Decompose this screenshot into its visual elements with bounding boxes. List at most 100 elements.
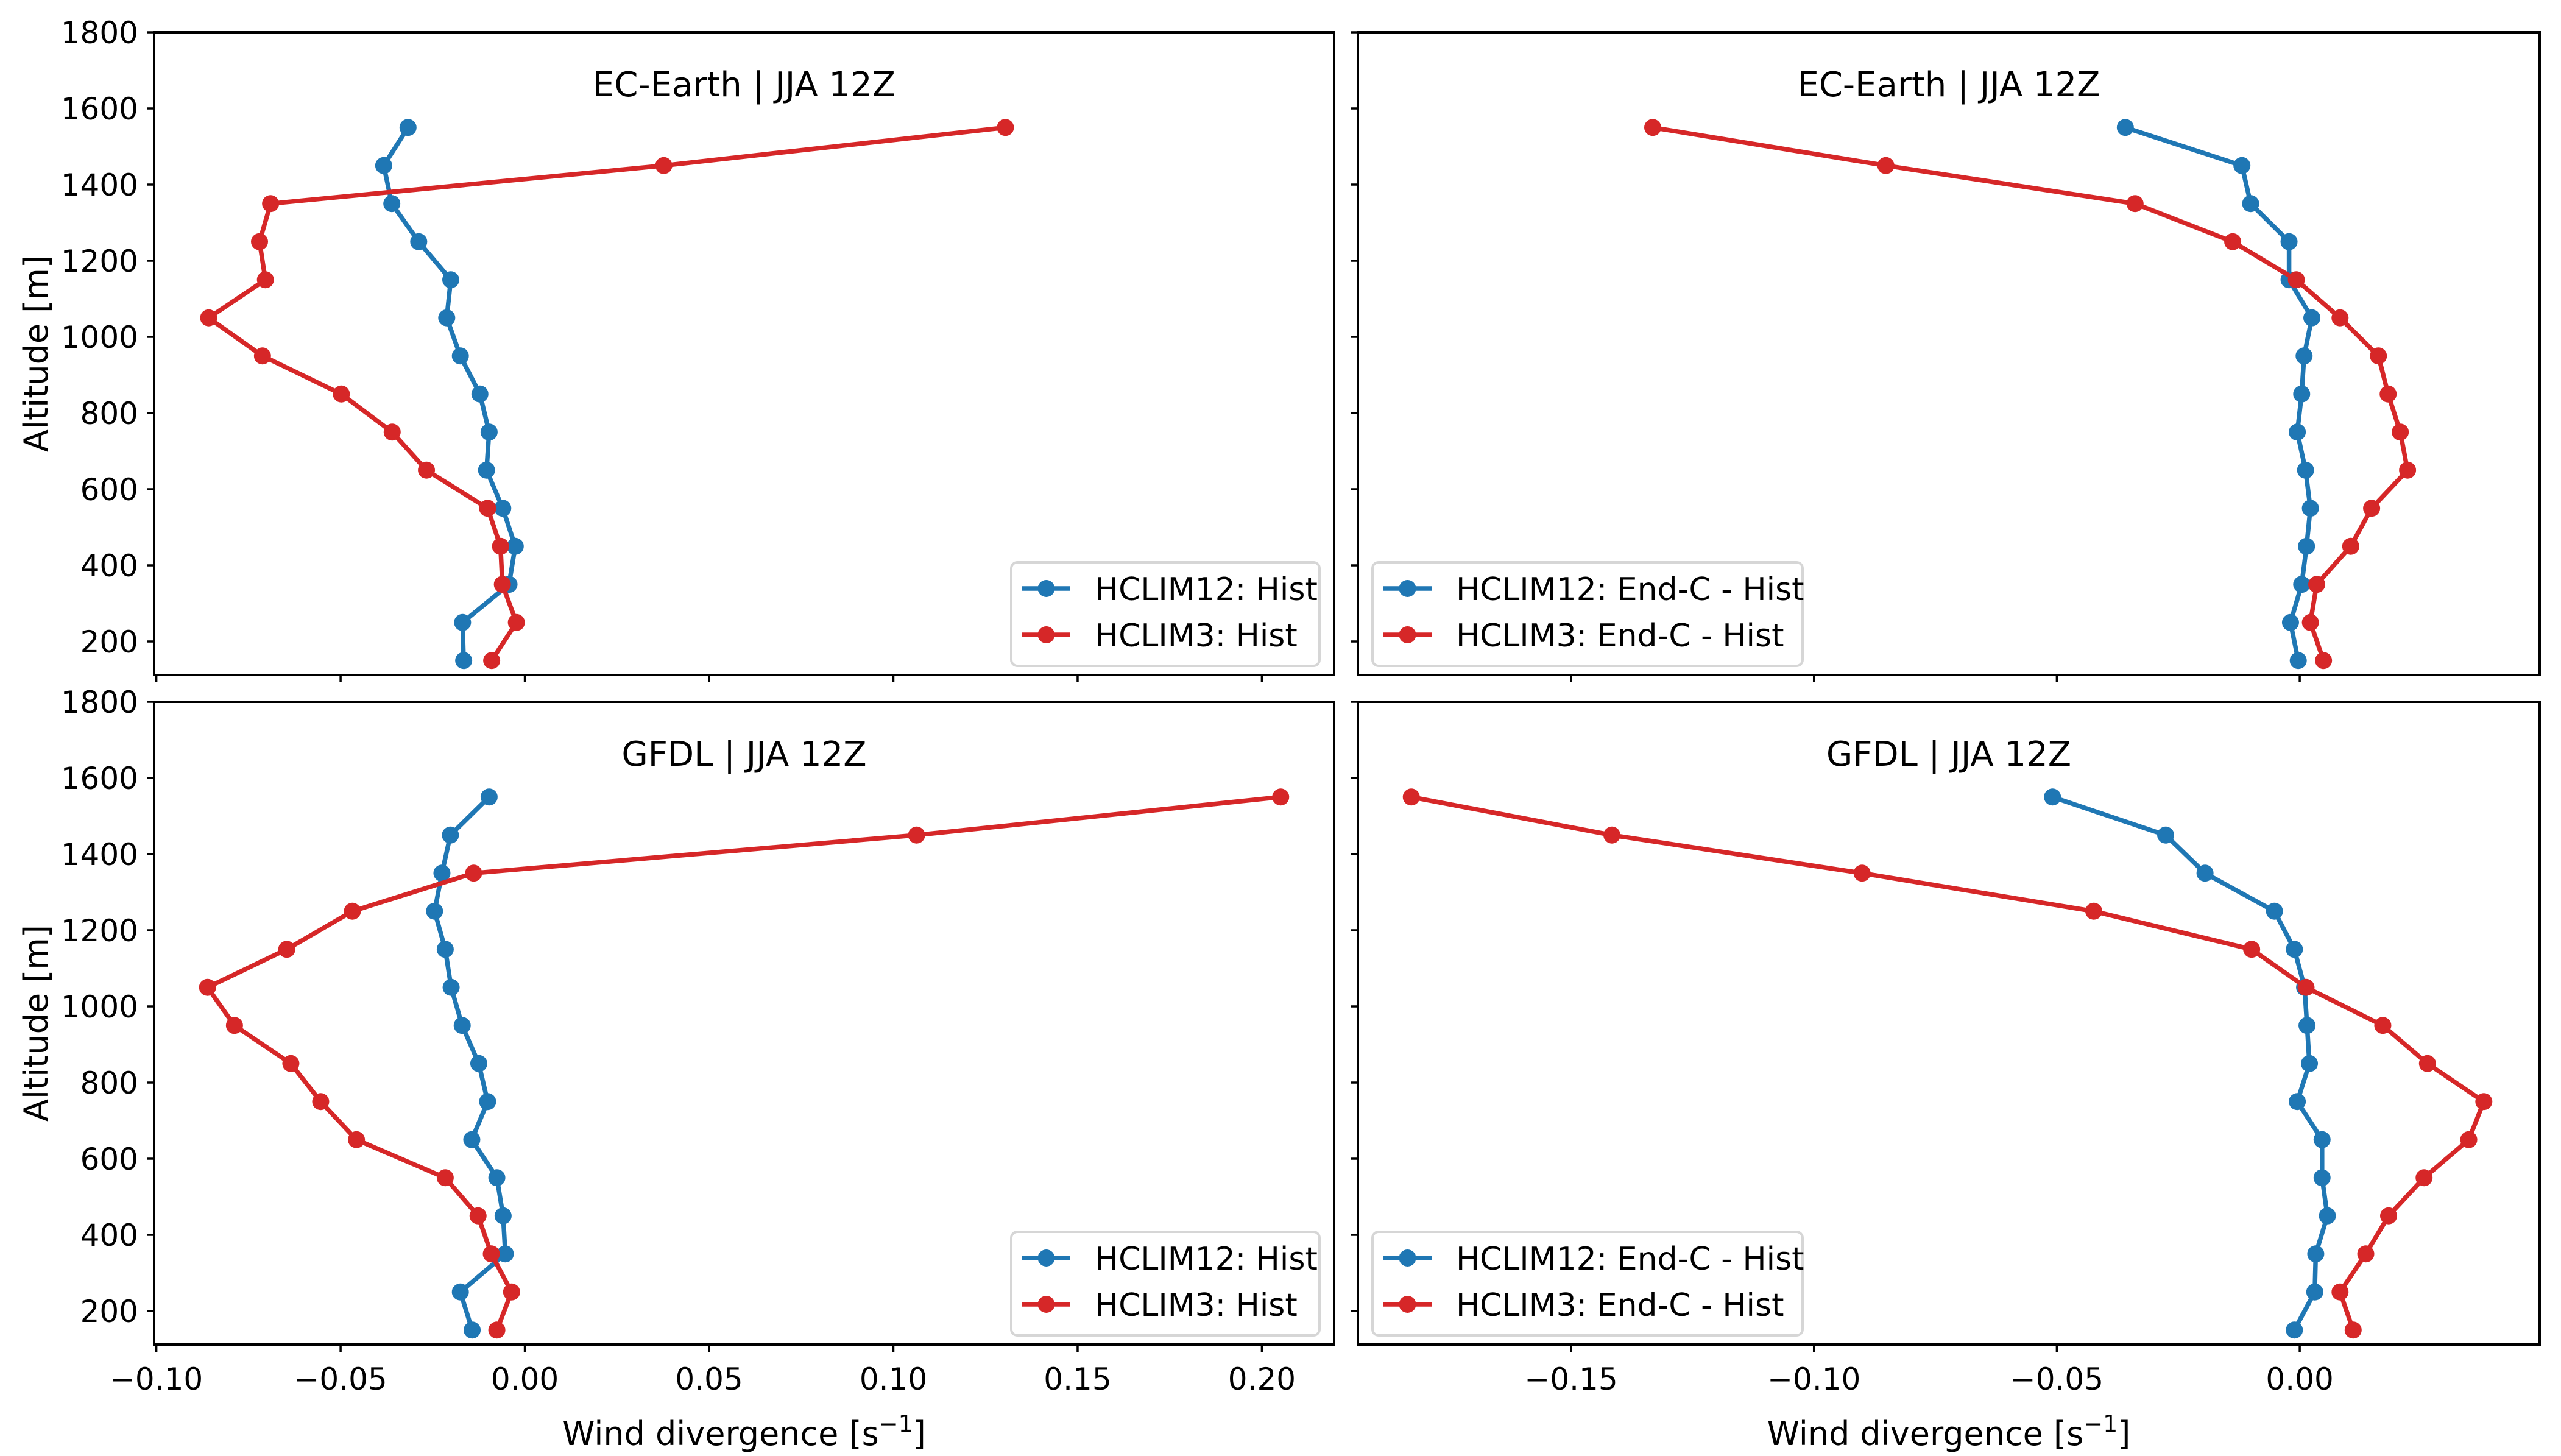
data-point-hclim3	[2301, 613, 2319, 631]
data-point-hclim3	[2308, 576, 2326, 593]
data-point-hclim12	[2307, 1245, 2325, 1263]
data-point-hclim12	[2306, 1283, 2323, 1301]
legend-marker-hclim3	[1037, 1296, 1055, 1313]
data-point-hclim12	[2293, 385, 2311, 403]
legend-frame	[1010, 561, 1321, 667]
plot-area	[199, 788, 1290, 1339]
axes-frame	[1357, 701, 2541, 1346]
data-point-hclim12	[479, 1093, 496, 1111]
y-tick-label: 400	[80, 1218, 138, 1253]
data-point-hclim3	[2392, 423, 2409, 441]
data-point-hclim3	[2380, 1207, 2398, 1225]
data-point-hclim12	[433, 864, 451, 882]
x-axis-label-exponent: −1	[2083, 1410, 2118, 1437]
data-point-hclim3	[482, 1245, 500, 1263]
legend-marker-hclim3	[1399, 626, 1416, 643]
data-point-hclim12	[2196, 864, 2214, 882]
data-point-hclim12	[399, 119, 417, 136]
legend-label: HCLIM12: Hist	[1095, 1241, 1318, 1278]
data-point-hclim12	[2319, 1207, 2336, 1225]
x-tick-label: −0.05	[2010, 1362, 2104, 1397]
y-tick-label: 1000	[61, 320, 138, 355]
x-axis-label-main: Wind divergence [s	[562, 1415, 879, 1453]
data-point-hclim12	[426, 902, 443, 920]
legend-item: HCLIM3: End-C - Hist	[1383, 1287, 1784, 1324]
data-point-hclim3	[488, 1321, 506, 1339]
y-axis-label: Altitude [m]	[17, 255, 55, 452]
data-point-hclim3	[2363, 500, 2381, 517]
data-point-hclim3	[2357, 1245, 2375, 1263]
x-axis-label-main: Wind divergence [s	[1767, 1415, 2084, 1453]
legend-frame	[1010, 1231, 1321, 1337]
panel-top-left: 200 400 600 800 1000 1200 1400 1600 1800 EC-Earth…	[17, 15, 1335, 682]
legend-item: HCLIM3: End-C - Hist	[1383, 618, 1784, 654]
x-tick-label: 0.00	[2266, 1362, 2333, 1397]
data-point-hclim12	[464, 1321, 481, 1339]
data-point-hclim3	[908, 826, 925, 844]
y-tick-label: 1400	[61, 837, 138, 872]
x-axis-label-close: ]	[913, 1415, 926, 1453]
data-point-hclim12	[2297, 461, 2314, 479]
data-point-hclim12	[438, 309, 456, 327]
data-point-hclim3	[2399, 461, 2417, 479]
data-point-hclim3	[200, 309, 217, 327]
data-point-hclim3	[2331, 309, 2349, 327]
data-point-hclim12	[2295, 347, 2313, 365]
data-point-hclim12	[436, 941, 454, 958]
legend-label: HCLIM3: End-C - Hist	[1456, 618, 1784, 654]
legend-marker-hclim12	[1037, 1249, 1055, 1267]
data-point-hclim12	[2157, 826, 2175, 844]
data-point-hclim12	[470, 1055, 487, 1072]
legend-marker-hclim3	[1399, 1296, 1416, 1313]
data-point-hclim12	[2303, 309, 2321, 327]
x-tick-label: 0.05	[675, 1362, 743, 1397]
data-point-hclim3	[2287, 271, 2305, 289]
x-tick-label: 0.15	[1044, 1362, 1111, 1397]
plot-area	[1402, 788, 2493, 1339]
y-tick-label: 1200	[61, 244, 138, 279]
x-tick-label: 0.00	[491, 1362, 559, 1397]
legend: HCLIM12: End-C - Hist HCLIM3: End-C - His…	[1371, 561, 1804, 667]
data-point-hclim3	[312, 1093, 330, 1111]
y-tick-label: 1800	[61, 15, 138, 51]
y-tick-label: 200	[80, 1294, 138, 1329]
data-point-hclim3	[2126, 195, 2144, 213]
data-point-hclim12	[2313, 1131, 2331, 1148]
data-point-hclim3	[344, 902, 361, 920]
data-point-hclim12	[2293, 576, 2311, 593]
data-point-hclim12	[383, 195, 401, 213]
data-point-hclim12	[2286, 941, 2303, 958]
plot-area	[1644, 119, 2417, 670]
legend-item: HCLIM12: End-C - Hist	[1383, 1241, 1804, 1278]
legend-marker-hclim12	[1037, 580, 1055, 597]
data-point-hclim3	[262, 195, 280, 213]
data-point-hclim3	[1644, 119, 1662, 136]
data-point-hclim12	[2242, 195, 2259, 213]
y-axis-label: Altitude [m]	[17, 925, 55, 1122]
x-tick-label: 0.10	[860, 1362, 927, 1397]
plot-area	[200, 119, 1014, 670]
data-point-hclim3	[225, 1017, 243, 1034]
data-point-hclim3	[436, 1169, 454, 1187]
legend-frame	[1371, 561, 1804, 667]
data-point-hclim3	[2297, 978, 2315, 996]
legend-marker-hclim3	[1037, 626, 1055, 643]
data-point-hclim3	[997, 119, 1014, 136]
legend-marker-hclim12	[1399, 1249, 1416, 1267]
data-point-hclim12	[455, 652, 473, 670]
data-point-hclim12	[494, 500, 512, 517]
axes-frame	[153, 701, 1335, 1346]
data-point-hclim3	[2342, 537, 2359, 555]
legend-label: HCLIM12: Hist	[1095, 571, 1318, 608]
data-point-hclim12	[454, 613, 472, 631]
y-tick-label: 1400	[61, 168, 138, 203]
data-point-hclim3	[383, 423, 401, 441]
legend-marker-hclim12	[1399, 580, 1416, 597]
data-point-hclim12	[2298, 1017, 2316, 1034]
data-point-hclim12	[2301, 500, 2319, 517]
data-point-hclim12	[2289, 652, 2307, 670]
data-point-hclim12	[463, 1131, 481, 1148]
legend-item: HCLIM12: End-C - Hist	[1383, 571, 1804, 608]
y-tick-label: 1000	[61, 989, 138, 1025]
